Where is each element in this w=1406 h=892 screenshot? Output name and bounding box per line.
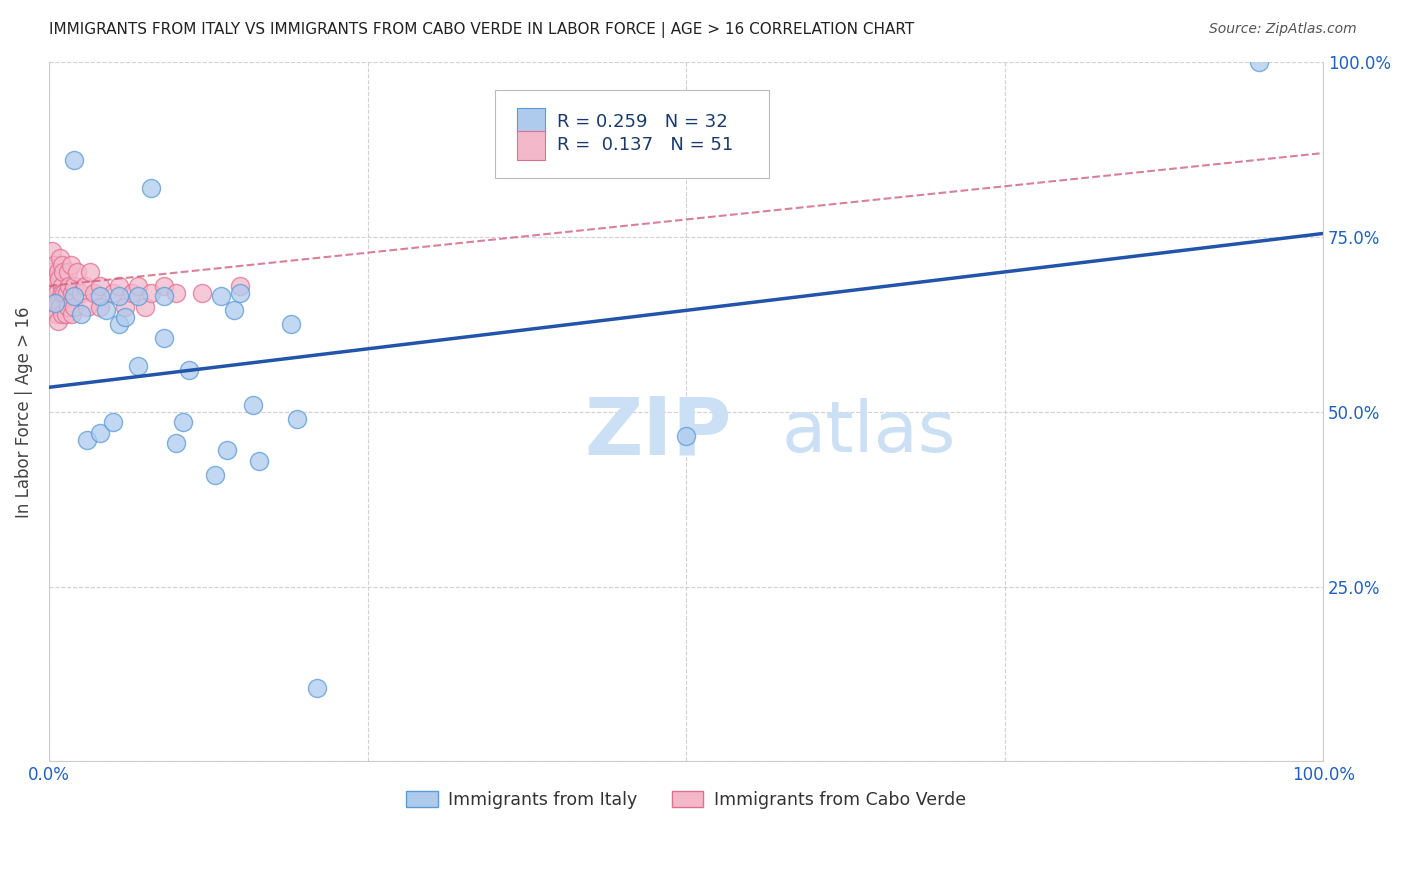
Point xyxy=(76,300,98,314)
Point xyxy=(179,363,201,377)
Point xyxy=(56,265,79,279)
Point xyxy=(48,293,70,307)
Point xyxy=(89,300,111,314)
Point xyxy=(121,285,143,300)
Point xyxy=(45,307,67,321)
Point xyxy=(42,279,65,293)
Point xyxy=(247,454,270,468)
Point xyxy=(139,181,162,195)
Point xyxy=(69,307,91,321)
Point xyxy=(60,285,83,300)
Point xyxy=(89,279,111,293)
Point xyxy=(152,289,174,303)
FancyBboxPatch shape xyxy=(516,108,544,137)
Point xyxy=(127,279,149,293)
Point xyxy=(152,279,174,293)
Point xyxy=(101,415,124,429)
Point xyxy=(79,265,101,279)
Point xyxy=(42,258,65,272)
Point xyxy=(63,289,86,303)
Point xyxy=(229,285,252,300)
Point xyxy=(191,285,214,300)
Point xyxy=(242,398,264,412)
Text: R =  0.137   N = 51: R = 0.137 N = 51 xyxy=(557,136,734,154)
Point xyxy=(51,258,73,272)
Point xyxy=(127,359,149,374)
Point xyxy=(280,318,302,332)
Point xyxy=(63,300,86,314)
Point xyxy=(134,300,156,314)
Point xyxy=(49,300,72,314)
Point xyxy=(172,415,194,429)
Point xyxy=(229,279,252,293)
Point xyxy=(55,307,77,321)
FancyBboxPatch shape xyxy=(516,130,544,160)
Point xyxy=(51,279,73,293)
Point xyxy=(44,272,66,286)
Point xyxy=(165,285,187,300)
FancyBboxPatch shape xyxy=(495,90,769,178)
Point xyxy=(56,285,79,300)
Text: R = 0.259   N = 32: R = 0.259 N = 32 xyxy=(557,113,728,131)
Point xyxy=(58,279,80,293)
Point xyxy=(49,251,72,265)
Point xyxy=(63,153,86,167)
Point xyxy=(305,681,328,695)
Point xyxy=(39,265,62,279)
Point xyxy=(139,285,162,300)
Point xyxy=(222,303,245,318)
Point xyxy=(38,285,60,300)
Point xyxy=(209,289,232,303)
Text: IMMIGRANTS FROM ITALY VS IMMIGRANTS FROM CABO VERDE IN LABOR FORCE | AGE > 16 CO: IMMIGRANTS FROM ITALY VS IMMIGRANTS FROM… xyxy=(49,22,914,38)
Point xyxy=(76,433,98,447)
Point xyxy=(217,443,239,458)
Text: ZIP: ZIP xyxy=(583,393,731,472)
Point xyxy=(63,279,86,293)
Point xyxy=(287,411,309,425)
Point xyxy=(96,303,118,318)
Point xyxy=(52,265,75,279)
Point xyxy=(46,314,69,328)
Point xyxy=(89,425,111,440)
Point xyxy=(114,310,136,325)
Point xyxy=(108,289,131,303)
Point xyxy=(60,307,83,321)
Point xyxy=(101,285,124,300)
Point xyxy=(69,285,91,300)
Point xyxy=(108,279,131,293)
Point xyxy=(127,289,149,303)
Point xyxy=(48,272,70,286)
Point xyxy=(108,318,131,332)
Point xyxy=(89,289,111,303)
Point xyxy=(675,429,697,443)
Point xyxy=(152,331,174,345)
Point xyxy=(45,285,67,300)
Point xyxy=(1249,55,1271,70)
Point xyxy=(66,265,89,279)
Point xyxy=(44,293,66,307)
Point xyxy=(114,300,136,314)
Legend: Immigrants from Italy, Immigrants from Cabo Verde: Immigrants from Italy, Immigrants from C… xyxy=(399,784,973,815)
Point xyxy=(42,300,65,314)
Point xyxy=(51,307,73,321)
Point xyxy=(165,436,187,450)
Text: atlas: atlas xyxy=(782,398,956,467)
Point xyxy=(204,467,226,482)
Point xyxy=(46,265,69,279)
Point xyxy=(51,285,73,300)
Point xyxy=(44,296,66,310)
Point xyxy=(59,258,82,272)
Point xyxy=(83,285,105,300)
Point xyxy=(56,300,79,314)
Y-axis label: In Labor Force | Age > 16: In Labor Force | Age > 16 xyxy=(15,306,32,517)
Point xyxy=(41,244,63,258)
Text: Source: ZipAtlas.com: Source: ZipAtlas.com xyxy=(1209,22,1357,37)
Point xyxy=(73,279,96,293)
Point xyxy=(53,285,76,300)
